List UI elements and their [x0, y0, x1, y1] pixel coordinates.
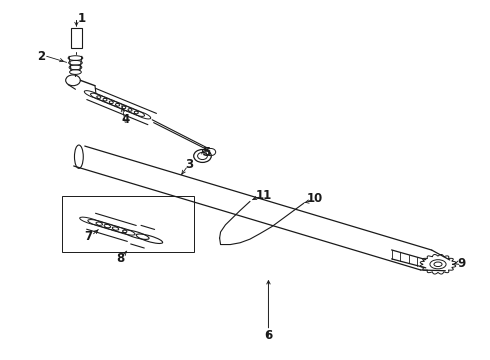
Text: 4: 4	[121, 113, 129, 126]
Text: 8: 8	[116, 252, 124, 265]
Text: 1: 1	[77, 12, 85, 25]
Text: 10: 10	[307, 192, 323, 205]
Text: 5: 5	[202, 145, 210, 158]
Text: 3: 3	[185, 158, 193, 171]
Bar	[62, 196, 194, 252]
Text: 6: 6	[264, 329, 272, 342]
Text: 2: 2	[37, 50, 45, 63]
Text: 9: 9	[458, 257, 466, 270]
Text: 7: 7	[85, 230, 93, 243]
Bar	[71, 28, 82, 48]
Text: 11: 11	[255, 189, 271, 202]
